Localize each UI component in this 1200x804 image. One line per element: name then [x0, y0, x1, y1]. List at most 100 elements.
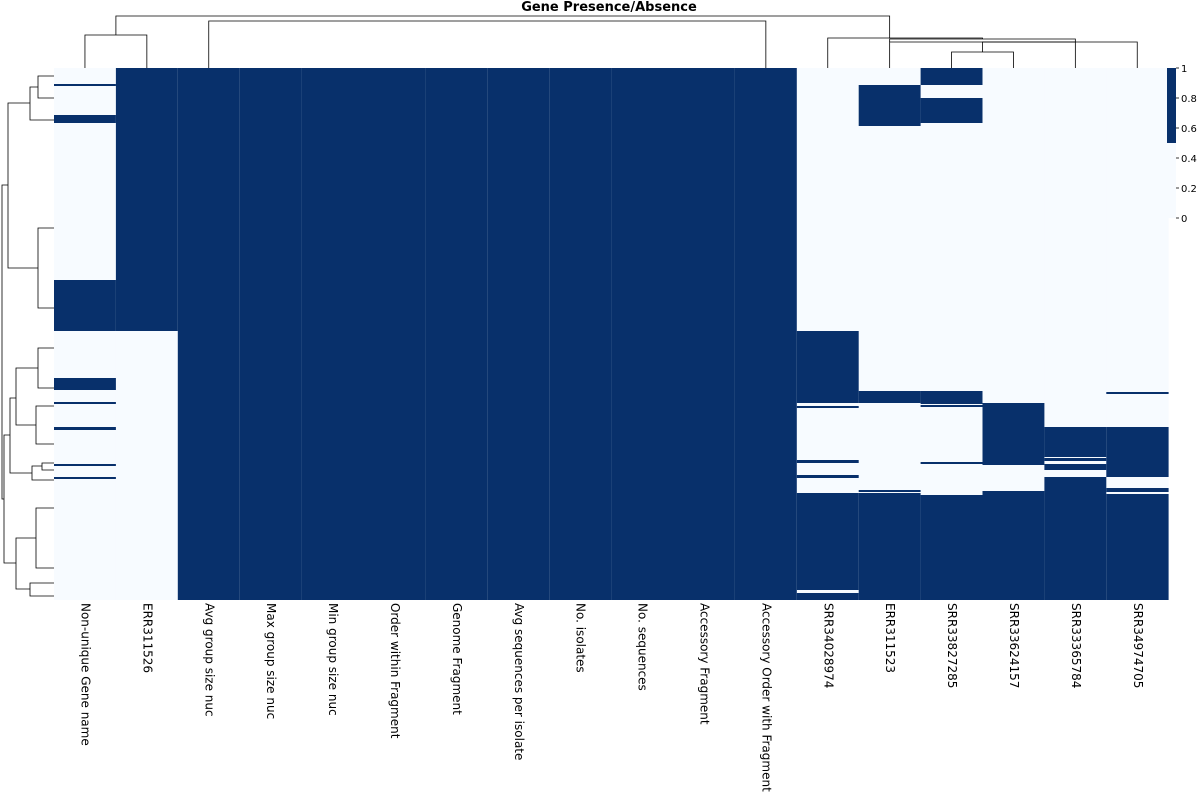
dendrogram-branch: [208, 20, 767, 68]
colorbar-tick-label: 0: [1181, 214, 1187, 225]
heatmap-cell-present: [1044, 458, 1107, 461]
heatmap-cell-present: [920, 98, 983, 123]
heatmap-cell-present: [858, 493, 921, 600]
column-label: ERR311526: [140, 603, 154, 673]
column-label: Genome Fragment: [450, 603, 464, 715]
heatmap-cell-present: [796, 493, 860, 590]
heatmap-cell-present: [54, 427, 117, 430]
heatmap-cell-present: [920, 391, 983, 404]
dendrogram-branch: [35, 405, 54, 445]
colorbar: 1 0.8 0.6 0.4 0.2 0: [1167, 64, 1197, 225]
dendrogram-branch: [7, 102, 38, 269]
heatmap-cell-present: [1044, 427, 1107, 457]
heatmap-cell-present: [54, 280, 117, 331]
dendrogram-branch: [37, 347, 54, 389]
colorbar-tick-label: 1: [1181, 64, 1187, 75]
column-label: SRR33365784: [1069, 603, 1083, 688]
dendrogram-branch: [15, 367, 38, 426]
dendrogram-branch: [84, 34, 148, 68]
heatmap-cell-present: [425, 68, 488, 600]
heatmap-cell-present: [487, 68, 550, 600]
chart-title: Gene Presence/Absence: [521, 0, 697, 15]
column-label: Avg group size nuc: [202, 603, 216, 717]
dendrogram-branch: [31, 465, 54, 481]
dendrogram-branch: [29, 86, 54, 121]
dendrogram-branch: [9, 397, 32, 474]
heatmap-cell-present: [982, 491, 1045, 600]
dendrogram-branch: [827, 37, 983, 68]
heatmap-cell-present: [54, 477, 117, 479]
heatmap-cell-present: [1106, 427, 1169, 477]
heatmap-cell-present: [982, 403, 1045, 465]
heatmap-cell-present: [549, 68, 612, 600]
heatmap-cell-present: [796, 475, 860, 478]
heatmap-cell-present: [1044, 477, 1107, 600]
colorbar-tick-label: 0.4: [1181, 154, 1197, 165]
heatmap-cell-present: [115, 68, 179, 331]
dendrogram-branch: [29, 582, 54, 597]
column-label: SRR34974705: [1131, 603, 1145, 688]
dendrogram-branch: [15, 537, 36, 590]
colorbar-tick-label: 0.8: [1181, 94, 1197, 105]
heatmap-cell-present: [177, 68, 241, 600]
heatmap-cell-present: [54, 84, 117, 86]
heatmap-cell-present: [858, 490, 921, 492]
heatmap-cell-present: [858, 85, 921, 126]
heatmap-cells: [54, 68, 1169, 600]
heatmap-column-background: [54, 68, 117, 600]
column-label: No. isolates: [574, 603, 588, 673]
heatmap-cell-present: [796, 460, 860, 463]
heatmap-cell-present: [673, 68, 736, 600]
heatmap-cell-present: [796, 593, 860, 600]
dendrogram-branch: [982, 41, 1138, 68]
column-label: Non-unique Gene name: [78, 603, 92, 746]
dendrogram-branch: [37, 75, 54, 99]
heatmap-cell-present: [54, 115, 117, 123]
heatmap-cell-present: [920, 495, 983, 600]
dendrogram-branch: [115, 15, 891, 38]
column-label: SRR33624157: [1007, 603, 1021, 688]
heatmap-cell-present: [611, 68, 674, 600]
heatmap-cell-present: [54, 464, 117, 466]
heatmap-cell-present: [54, 402, 117, 404]
heatmap-cell-present: [363, 68, 426, 600]
heatmap-cell-present: [1044, 464, 1107, 470]
heatmap-cell-present: [920, 462, 983, 464]
heatmap-cell-present: [920, 405, 983, 407]
heatmap-cell-present: [920, 68, 983, 85]
column-label: Accessory Fragment: [697, 603, 711, 725]
column-labels: Non-unique Gene name ERR311526 Avg group s…: [78, 603, 1144, 792]
column-label: Avg sequences per isolate: [512, 603, 526, 760]
column-label: SRR34028974: [821, 603, 835, 688]
dendrogram-branch: [1, 184, 8, 500]
heatmap-cell-present: [301, 68, 364, 600]
heatmap-cell-present: [734, 68, 798, 600]
row-dendrogram: [1, 75, 54, 597]
colorbar-high: [1167, 68, 1176, 143]
heatmap-cell-present: [1106, 392, 1169, 394]
column-label: Accessory Order with Fragment: [759, 603, 773, 792]
colorbar-low: [1167, 143, 1176, 218]
heatmap-cell-present: [1106, 488, 1169, 492]
heatmap-cell-present: [796, 331, 860, 403]
column-label: SRR33827285: [945, 603, 959, 688]
dendrogram-branch: [37, 227, 54, 309]
column-label: ERR311523: [883, 603, 897, 673]
heatmap-cell-present: [858, 391, 921, 403]
column-label: No. sequences: [636, 603, 650, 691]
heatmap-cell-present: [1106, 494, 1169, 600]
heatmap-cell-present: [239, 68, 302, 600]
dendrogram-branch: [35, 507, 54, 569]
heatmap-cell-present: [54, 378, 117, 390]
dendrogram-branch: [889, 38, 1076, 42]
column-label: Min group size nuc: [326, 603, 340, 716]
heatmap-cell-present: [796, 406, 860, 408]
colorbar-tick-label: 0.2: [1181, 184, 1197, 195]
dendrogram-branch: [41, 462, 54, 471]
colorbar-tick-label: 0.6: [1181, 124, 1197, 135]
column-dendrogram: [84, 15, 1138, 68]
dendrogram-branch: [951, 51, 1014, 68]
column-label: Max group size nuc: [264, 603, 278, 719]
